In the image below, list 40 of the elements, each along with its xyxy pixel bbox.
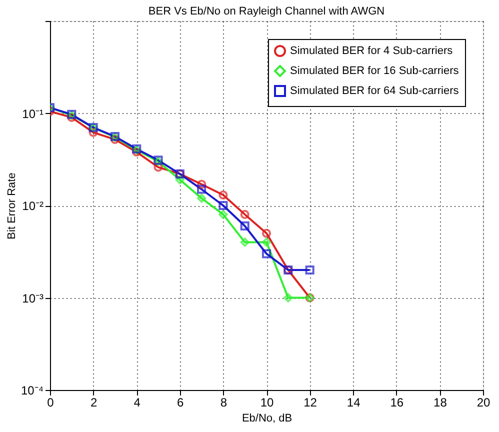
point [262, 249, 272, 258]
y-tick-label: 10⁻³ [22, 291, 44, 306]
x-tick-label: 20 [476, 396, 490, 410]
point [110, 134, 120, 144]
point [240, 221, 250, 230]
x-tick-label: 2 [90, 396, 98, 410]
x-tick-label: 18 [434, 396, 448, 410]
y-axis-title: Bit Error Rate [6, 172, 18, 240]
x-tick-label: 16 [390, 396, 404, 410]
x-axis-title: Eb/No, dB [242, 412, 292, 424]
x-tick-label: 8 [220, 396, 228, 410]
point [67, 112, 76, 122]
point [284, 293, 293, 302]
point [218, 210, 228, 219]
x-tick-label: 0 [47, 396, 54, 410]
legend-label: Simulated BER for 4 Sub-carriers [290, 45, 454, 57]
point [197, 184, 206, 194]
y-tick-label: 10⁻⁴ [20, 384, 44, 398]
point [262, 238, 272, 247]
x-tick-label: 4 [134, 396, 141, 410]
y-tick-label: 10⁻² [22, 199, 44, 213]
point [218, 190, 228, 200]
legend-label: Simulated BER for 16 Sub-carriers [290, 65, 460, 77]
point [175, 175, 184, 184]
point [218, 200, 228, 210]
point [240, 238, 250, 247]
point [197, 180, 206, 189]
x-tick-label: 10 [260, 396, 274, 410]
point [88, 128, 98, 137]
legend-label: Simulated BER for 64 Sub-carriers [290, 85, 460, 97]
x-tick-label: 14 [346, 396, 361, 410]
point [240, 210, 250, 219]
point [305, 265, 314, 275]
y-tick-label: 10⁻¹ [22, 106, 44, 121]
chart-title: BER Vs Eb/No on Rayleigh Channel with AWGN [148, 6, 385, 18]
point [262, 228, 272, 238]
point [197, 194, 206, 203]
x-tick-label: 12 [304, 396, 318, 410]
x-tick-label: 6 [177, 396, 184, 410]
point [154, 162, 163, 172]
